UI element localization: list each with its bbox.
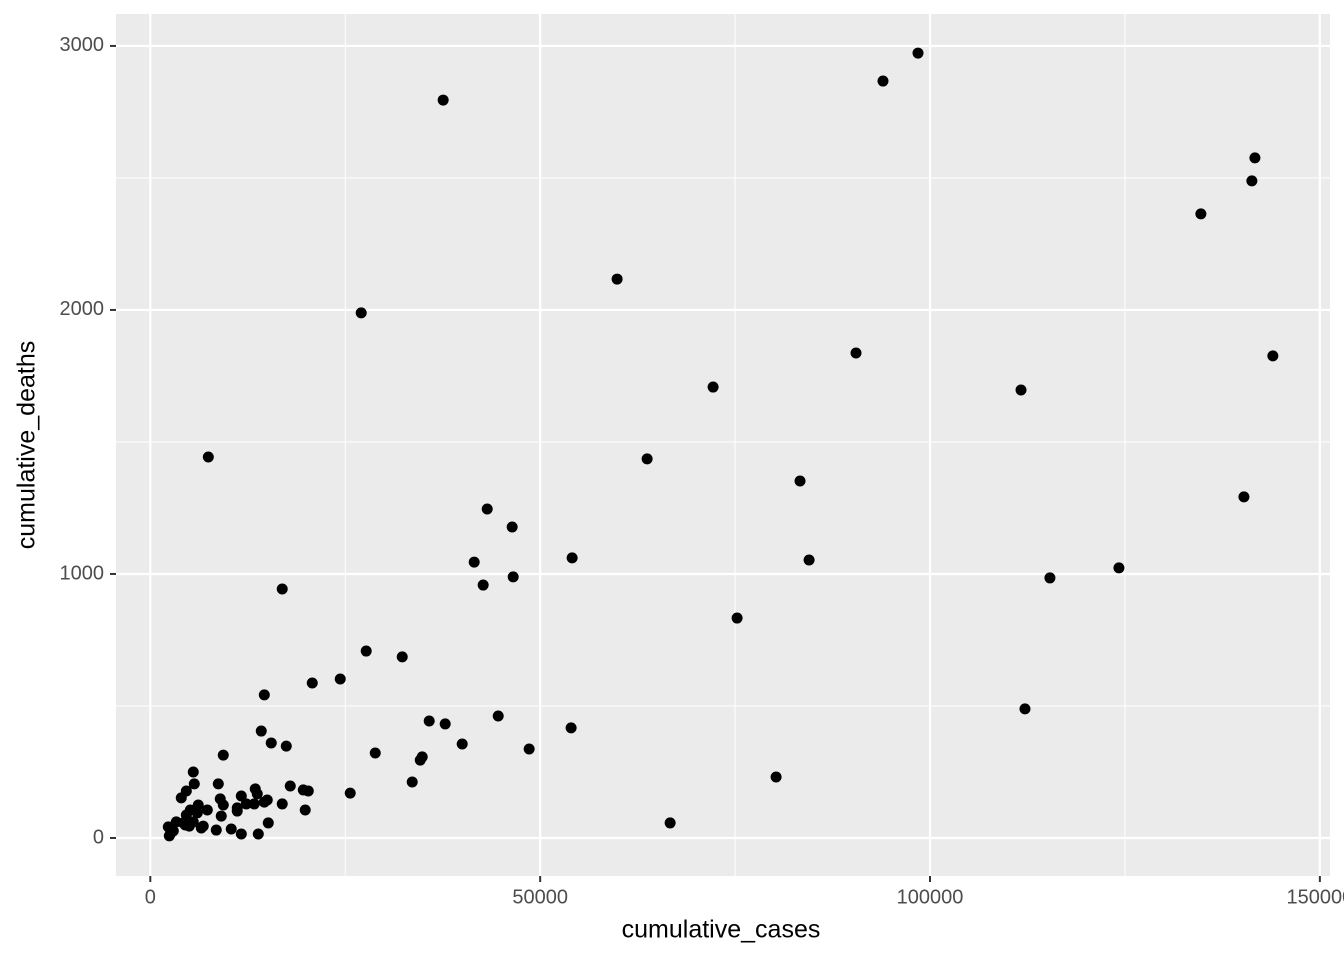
point: [360, 645, 372, 657]
point: [344, 787, 356, 799]
point: [217, 799, 229, 811]
point: [912, 47, 924, 59]
x-tick-label: 50000: [512, 886, 568, 908]
point: [299, 804, 311, 816]
point: [252, 828, 264, 840]
point: [334, 673, 346, 685]
point: [212, 778, 224, 790]
point: [877, 75, 889, 87]
point: [280, 740, 292, 752]
point: [506, 521, 518, 533]
point: [1246, 175, 1258, 187]
point: [1238, 491, 1250, 503]
point: [611, 273, 623, 285]
point: [731, 612, 743, 624]
point: [217, 749, 229, 761]
y-tick-label: 1000: [60, 562, 105, 584]
point: [215, 810, 227, 822]
points: [162, 47, 1279, 842]
point: [1019, 703, 1031, 715]
point: [265, 737, 277, 749]
point: [235, 828, 247, 840]
point: [423, 715, 435, 727]
point: [803, 554, 815, 566]
point: [850, 347, 862, 359]
point: [197, 820, 209, 832]
point: [306, 677, 318, 689]
point: [251, 788, 263, 800]
point: [258, 689, 270, 701]
x-tick-label: 0: [145, 886, 156, 908]
point: [664, 817, 676, 829]
point: [414, 754, 426, 766]
point: [770, 771, 782, 783]
point: [191, 807, 203, 819]
point: [202, 451, 214, 463]
point: [235, 790, 247, 802]
panel: [116, 14, 1330, 876]
point: [492, 710, 504, 722]
point: [396, 651, 408, 663]
y-tick-label: 3000: [60, 34, 105, 56]
point: [507, 571, 519, 583]
point: [258, 796, 270, 808]
point: [456, 738, 468, 750]
point: [437, 94, 449, 106]
point: [1044, 572, 1056, 584]
point: [1113, 562, 1125, 574]
point: [231, 805, 243, 817]
point: [302, 785, 314, 797]
point: [284, 780, 296, 792]
point: [707, 381, 719, 393]
point: [439, 718, 451, 730]
point: [240, 798, 252, 810]
point: [641, 453, 653, 465]
point: [201, 804, 213, 816]
point: [179, 819, 191, 831]
point: [225, 823, 237, 835]
point: [255, 725, 267, 737]
point: [188, 778, 200, 790]
point: [163, 830, 175, 842]
point: [565, 722, 577, 734]
point: [794, 475, 806, 487]
point: [1267, 350, 1279, 362]
point: [477, 579, 489, 591]
point: [276, 583, 288, 595]
point: [566, 552, 578, 564]
y-tick-label: 2000: [60, 298, 105, 320]
point: [1015, 384, 1027, 396]
grid: [116, 14, 1330, 876]
point: [175, 792, 187, 804]
point: [262, 817, 274, 829]
point: [187, 766, 199, 778]
point: [481, 503, 493, 515]
point: [355, 307, 367, 319]
point: [369, 747, 381, 759]
y-axis-title: cumulative_deaths: [13, 341, 41, 549]
point: [276, 798, 288, 810]
point: [406, 776, 418, 788]
point: [468, 556, 480, 568]
point: [1195, 208, 1207, 220]
point: [210, 824, 222, 836]
point: [523, 743, 535, 755]
point: [248, 798, 260, 810]
x-axis-title: cumulative_cases: [622, 916, 821, 944]
y-tick-label: 0: [93, 826, 104, 848]
point: [1249, 152, 1261, 164]
x-tick-label: 100000: [897, 886, 964, 908]
